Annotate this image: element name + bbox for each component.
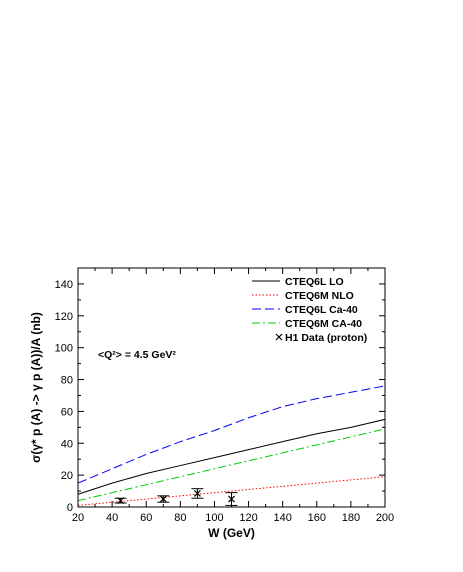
y-tick-label: 140 bbox=[55, 279, 73, 291]
legend-marker bbox=[275, 333, 283, 341]
legend-item: CTEQ6L LO bbox=[252, 276, 344, 288]
legend-label: CTEQ6M NLO bbox=[285, 290, 354, 302]
x-marker bbox=[159, 495, 167, 503]
x-tick-label: 200 bbox=[376, 512, 394, 524]
x-tick-label: 20 bbox=[72, 512, 84, 524]
x-marker bbox=[117, 497, 125, 505]
data-point bbox=[225, 492, 238, 506]
legend-item: CTEQ6M CA-40 bbox=[252, 318, 362, 330]
data-point bbox=[114, 497, 127, 505]
y-tick-label: 120 bbox=[55, 311, 73, 323]
series-line bbox=[77, 418, 386, 495]
q2-annotation: <Q²> = 4.5 GeV² bbox=[98, 349, 176, 361]
x-tick-label: 100 bbox=[205, 512, 223, 524]
legend-item: H1 Data (proton) bbox=[275, 332, 367, 344]
axes-layer: 20 40 60 80 100 120 140 160 180 20002040608010012… bbox=[55, 268, 394, 524]
legend-label: CTEQ6M CA-40 bbox=[285, 318, 362, 330]
y-tick-label: 20 bbox=[61, 470, 73, 482]
x-tick-label: 180 bbox=[342, 512, 360, 524]
x-tick-label: 160 bbox=[308, 512, 326, 524]
y-tick-label: 100 bbox=[55, 343, 73, 355]
data-point bbox=[191, 488, 204, 499]
x-marker bbox=[228, 495, 235, 503]
y-axis-title: σ(γ* p (A) -> γ p (A))/A (nb) bbox=[29, 312, 43, 463]
y-tick-label: 40 bbox=[61, 438, 73, 450]
y-tick-label: 60 bbox=[61, 406, 73, 418]
x-tick-label: 140 bbox=[273, 512, 291, 524]
y-tick-label: 0 bbox=[67, 502, 73, 514]
curves-layer bbox=[77, 385, 386, 506]
x-marker bbox=[193, 490, 201, 497]
legend-label: CTEQ6L Ca-40 bbox=[285, 304, 358, 316]
legend-label: CTEQ6L LO bbox=[285, 276, 344, 288]
data-point bbox=[157, 495, 170, 503]
legend-item: CTEQ6M NLO bbox=[252, 290, 354, 302]
legend-item: CTEQ6L Ca-40 bbox=[252, 304, 358, 316]
series-line bbox=[77, 476, 386, 506]
x-tick-label: 60 bbox=[140, 512, 152, 524]
plot-frame bbox=[77, 267, 386, 508]
series-line bbox=[77, 385, 386, 484]
x-tick-label: 80 bbox=[174, 512, 186, 524]
y-tick-label: 80 bbox=[61, 375, 73, 387]
x-tick-label: 40 bbox=[106, 512, 118, 524]
legend-label: H1 Data (proton) bbox=[285, 332, 367, 344]
x-axis-title: W (GeV) bbox=[208, 526, 255, 540]
series-line bbox=[77, 428, 386, 502]
legend: CTEQ6L LO CTEQ6M NLO CTEQ6L Ca-40 CTEQ6M CA… bbox=[252, 276, 367, 344]
x-tick-label: 120 bbox=[239, 512, 257, 524]
